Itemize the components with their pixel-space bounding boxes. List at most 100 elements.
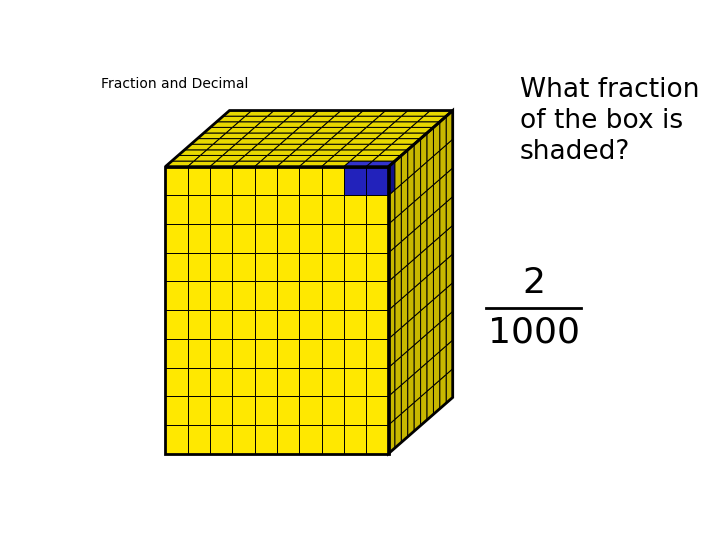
Text: 2: 2 (522, 266, 545, 300)
Polygon shape (427, 213, 433, 248)
Bar (188, 281, 210, 310)
Bar (366, 281, 389, 310)
Polygon shape (222, 150, 251, 156)
Polygon shape (440, 317, 446, 352)
Bar (300, 281, 322, 310)
Bar (255, 368, 277, 396)
Polygon shape (300, 161, 328, 167)
Bar (166, 253, 188, 281)
Polygon shape (312, 111, 341, 116)
Polygon shape (229, 144, 258, 150)
Polygon shape (395, 184, 401, 219)
Bar (166, 425, 188, 454)
Polygon shape (296, 144, 325, 150)
Polygon shape (446, 340, 453, 374)
Bar (166, 224, 188, 253)
Polygon shape (395, 241, 401, 276)
Bar (366, 425, 389, 454)
Polygon shape (233, 161, 261, 167)
Polygon shape (223, 111, 252, 116)
Polygon shape (325, 139, 354, 144)
Polygon shape (446, 282, 453, 317)
Bar (322, 195, 344, 224)
Polygon shape (433, 237, 440, 271)
Polygon shape (267, 150, 296, 156)
Bar (210, 368, 233, 396)
Polygon shape (347, 139, 376, 144)
Bar (300, 310, 322, 339)
Polygon shape (414, 196, 420, 230)
Polygon shape (427, 242, 433, 276)
Bar (300, 396, 322, 425)
Bar (233, 195, 255, 224)
Polygon shape (395, 156, 401, 190)
Polygon shape (289, 150, 318, 156)
Polygon shape (420, 219, 427, 253)
Polygon shape (389, 333, 395, 368)
Bar (233, 253, 255, 281)
Bar (188, 195, 210, 224)
Polygon shape (427, 386, 433, 420)
Bar (344, 339, 366, 368)
Polygon shape (395, 116, 424, 122)
Polygon shape (204, 127, 233, 133)
Polygon shape (318, 144, 347, 150)
Bar (188, 396, 210, 425)
Bar (255, 224, 277, 253)
Polygon shape (408, 374, 414, 408)
Bar (344, 368, 366, 396)
Polygon shape (312, 150, 341, 156)
Polygon shape (366, 161, 395, 167)
Polygon shape (401, 265, 408, 299)
Polygon shape (369, 139, 398, 144)
Polygon shape (395, 299, 401, 333)
Polygon shape (331, 133, 360, 139)
Polygon shape (389, 419, 395, 454)
Polygon shape (277, 122, 306, 127)
Polygon shape (351, 156, 379, 161)
Polygon shape (389, 362, 395, 396)
Bar (277, 281, 300, 310)
Bar (188, 310, 210, 339)
Polygon shape (226, 127, 255, 133)
Polygon shape (402, 111, 431, 116)
Bar (344, 281, 366, 310)
Bar (322, 224, 344, 253)
Bar (277, 425, 300, 454)
Bar (166, 281, 188, 310)
Polygon shape (440, 145, 446, 179)
Bar (210, 281, 233, 310)
Bar (366, 167, 389, 195)
Bar (322, 396, 344, 425)
Bar (322, 368, 344, 396)
Polygon shape (401, 207, 408, 241)
Bar (166, 396, 188, 425)
Polygon shape (398, 133, 427, 139)
Bar (300, 167, 322, 195)
Bar (188, 253, 210, 281)
Polygon shape (433, 122, 440, 156)
Bar (188, 167, 210, 195)
Polygon shape (184, 144, 213, 150)
Polygon shape (200, 150, 229, 156)
Polygon shape (408, 201, 414, 236)
Polygon shape (258, 139, 287, 144)
Polygon shape (401, 150, 408, 184)
Polygon shape (446, 168, 453, 202)
Polygon shape (389, 190, 395, 224)
Polygon shape (328, 156, 356, 161)
Polygon shape (433, 151, 440, 185)
Polygon shape (248, 127, 277, 133)
Bar (188, 339, 210, 368)
Polygon shape (217, 116, 246, 122)
Polygon shape (335, 111, 364, 116)
Polygon shape (414, 139, 420, 173)
Polygon shape (207, 144, 235, 150)
Polygon shape (366, 122, 395, 127)
Polygon shape (440, 346, 446, 380)
Polygon shape (376, 133, 405, 139)
Polygon shape (395, 270, 401, 305)
Bar (277, 339, 300, 368)
Polygon shape (427, 357, 433, 391)
Bar (322, 281, 344, 310)
